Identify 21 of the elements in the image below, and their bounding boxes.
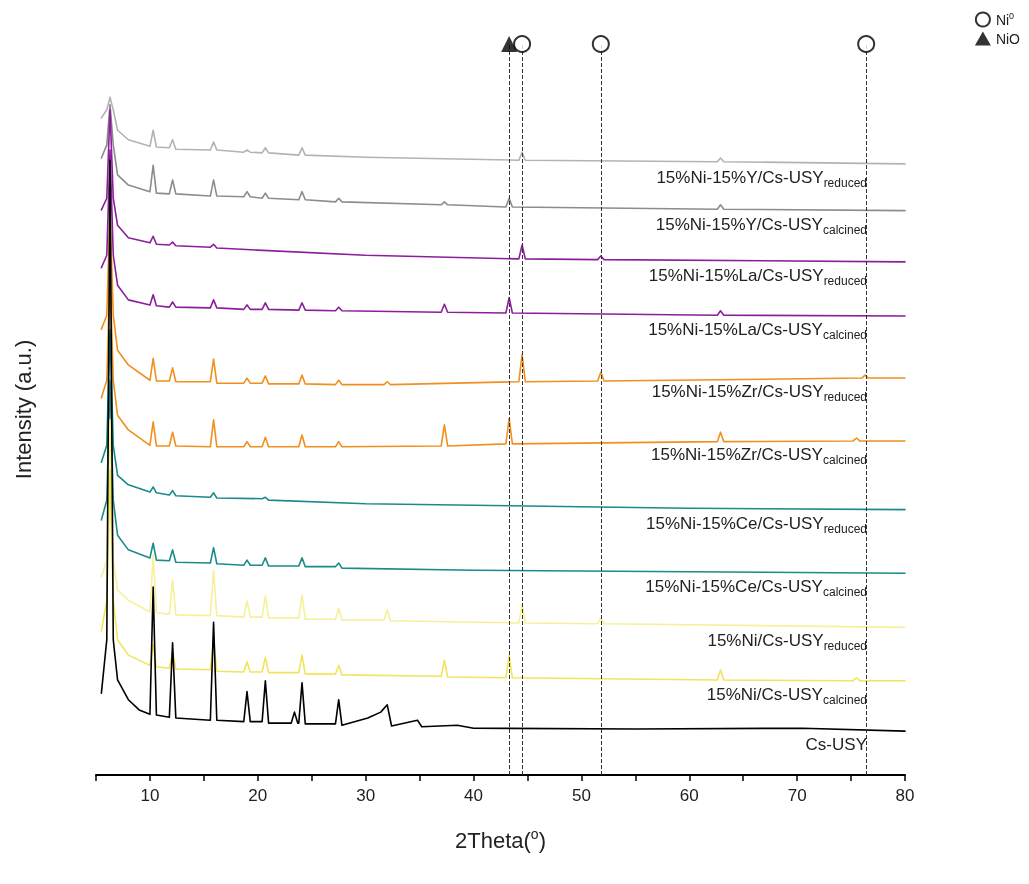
x-tick-label: 50 [571, 786, 591, 805]
series-label: 15%Ni-15%Zr/Cs-USY$_{reduced}$ [651, 382, 867, 405]
x-tick-label: 70 [787, 786, 807, 805]
series-label: 15%Ni/Cs-USY$_{calcined}$ [706, 684, 867, 707]
series-label: Cs-USY [805, 735, 867, 756]
series-label: 15%Ni-15%La/Cs-USY$_{reduced}$ [648, 265, 867, 288]
x-tick-label: 30 [356, 786, 376, 805]
series-label: 15%Ni-15%Zr/Cs-USY$_{calcined}$ [651, 444, 867, 467]
x-tick-label: 60 [679, 786, 699, 805]
series-label: 15%Ni/Cs-USY$_{reduced}$ [707, 631, 867, 654]
series-label: 15%Ni-15%Ce/Cs-USY$_{reduced}$ [646, 513, 867, 536]
series-label: 15%Ni-15%La/Cs-USY$_{calcined}$ [648, 319, 867, 342]
x-tick-label: 40 [464, 786, 483, 805]
x-tick-label: 10 [140, 786, 160, 805]
y-axis-title: Intensity (a.u.) [10, 339, 36, 480]
series-label: 15%Ni-15%Y/Cs-USY$_{reduced}$ [656, 167, 867, 190]
series-label: 15%Ni-15%Y/Cs-USY$_{calcined}$ [655, 214, 867, 237]
x-tick-label: 20 [248, 786, 268, 805]
series-label: 15%Ni-15%Ce/Cs-USY$_{calcined}$ [645, 577, 867, 600]
x-tick-label: 80 [895, 786, 915, 805]
legend-label: NiO [995, 30, 1021, 47]
